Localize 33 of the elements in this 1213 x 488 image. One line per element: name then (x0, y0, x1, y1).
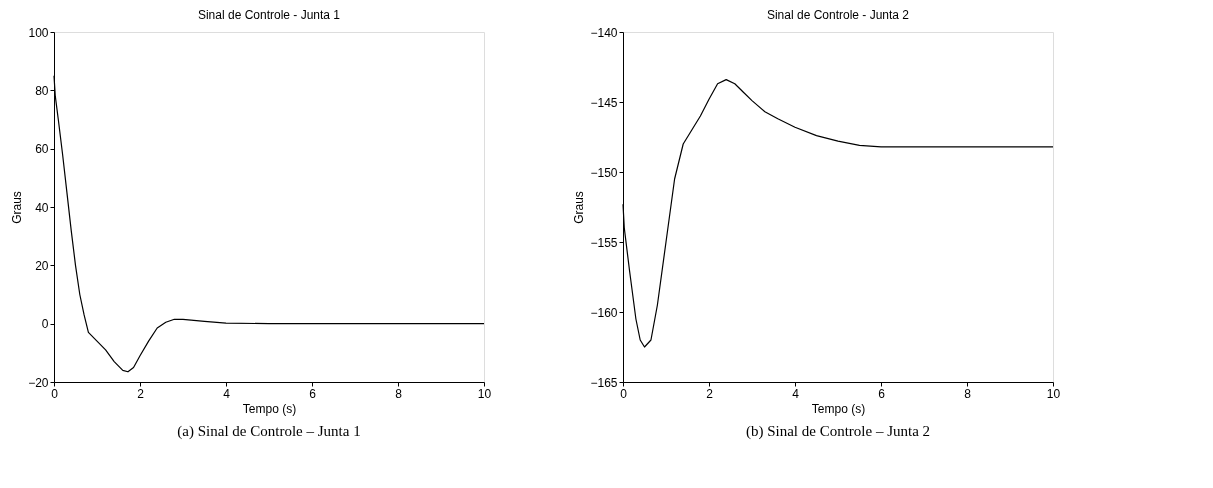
x-tick-label: 10 (1046, 386, 1061, 401)
x-axis-title: Tempo (s) (811, 401, 866, 416)
y-axis-title: Graus (572, 191, 587, 224)
x-tick-label: 6 (309, 386, 317, 401)
text: (b) Sinal de Controle – Junta 2 (745, 423, 931, 440)
x-tick-label: 0 (51, 386, 59, 401)
text: (a) Sinal de Controle – Junta 1 (177, 423, 361, 440)
y-tick-label: 80 (35, 83, 49, 98)
y-tick-label: −150 (590, 165, 618, 180)
chart-title: Sinal de Controle - Junta 2 (766, 8, 910, 22)
y-tick-label: −155 (590, 235, 618, 250)
y-tick-label: 0 (41, 317, 49, 332)
y-tick-label: −20 (28, 375, 49, 390)
x-tick-label: 2 (137, 386, 145, 401)
x-tick-label: 0 (620, 386, 628, 401)
x-axis-title: Tempo (s) (242, 401, 297, 416)
y-tick-label: −160 (590, 305, 618, 320)
chart-title: Sinal de Controle - Junta 1 (197, 8, 341, 22)
y-tick-label: 20 (35, 258, 49, 273)
x-tick-label: 2 (706, 386, 714, 401)
y-tick-label: 40 (35, 200, 49, 215)
y-tick-label: 100 (28, 25, 49, 40)
y-tick-label: −145 (590, 95, 618, 110)
y-tick-label: −165 (590, 375, 618, 390)
x-tick-label: 8 (395, 386, 403, 401)
y-axis-title: Graus (10, 191, 25, 224)
y-tick-label: −140 (590, 25, 618, 40)
x-tick-label: 4 (223, 386, 231, 401)
x-tick-label: 4 (792, 386, 800, 401)
x-tick-label: 10 (477, 386, 492, 401)
x-tick-label: 6 (878, 386, 886, 401)
x-tick-label: 8 (964, 386, 972, 401)
y-tick-label: 60 (35, 142, 49, 157)
